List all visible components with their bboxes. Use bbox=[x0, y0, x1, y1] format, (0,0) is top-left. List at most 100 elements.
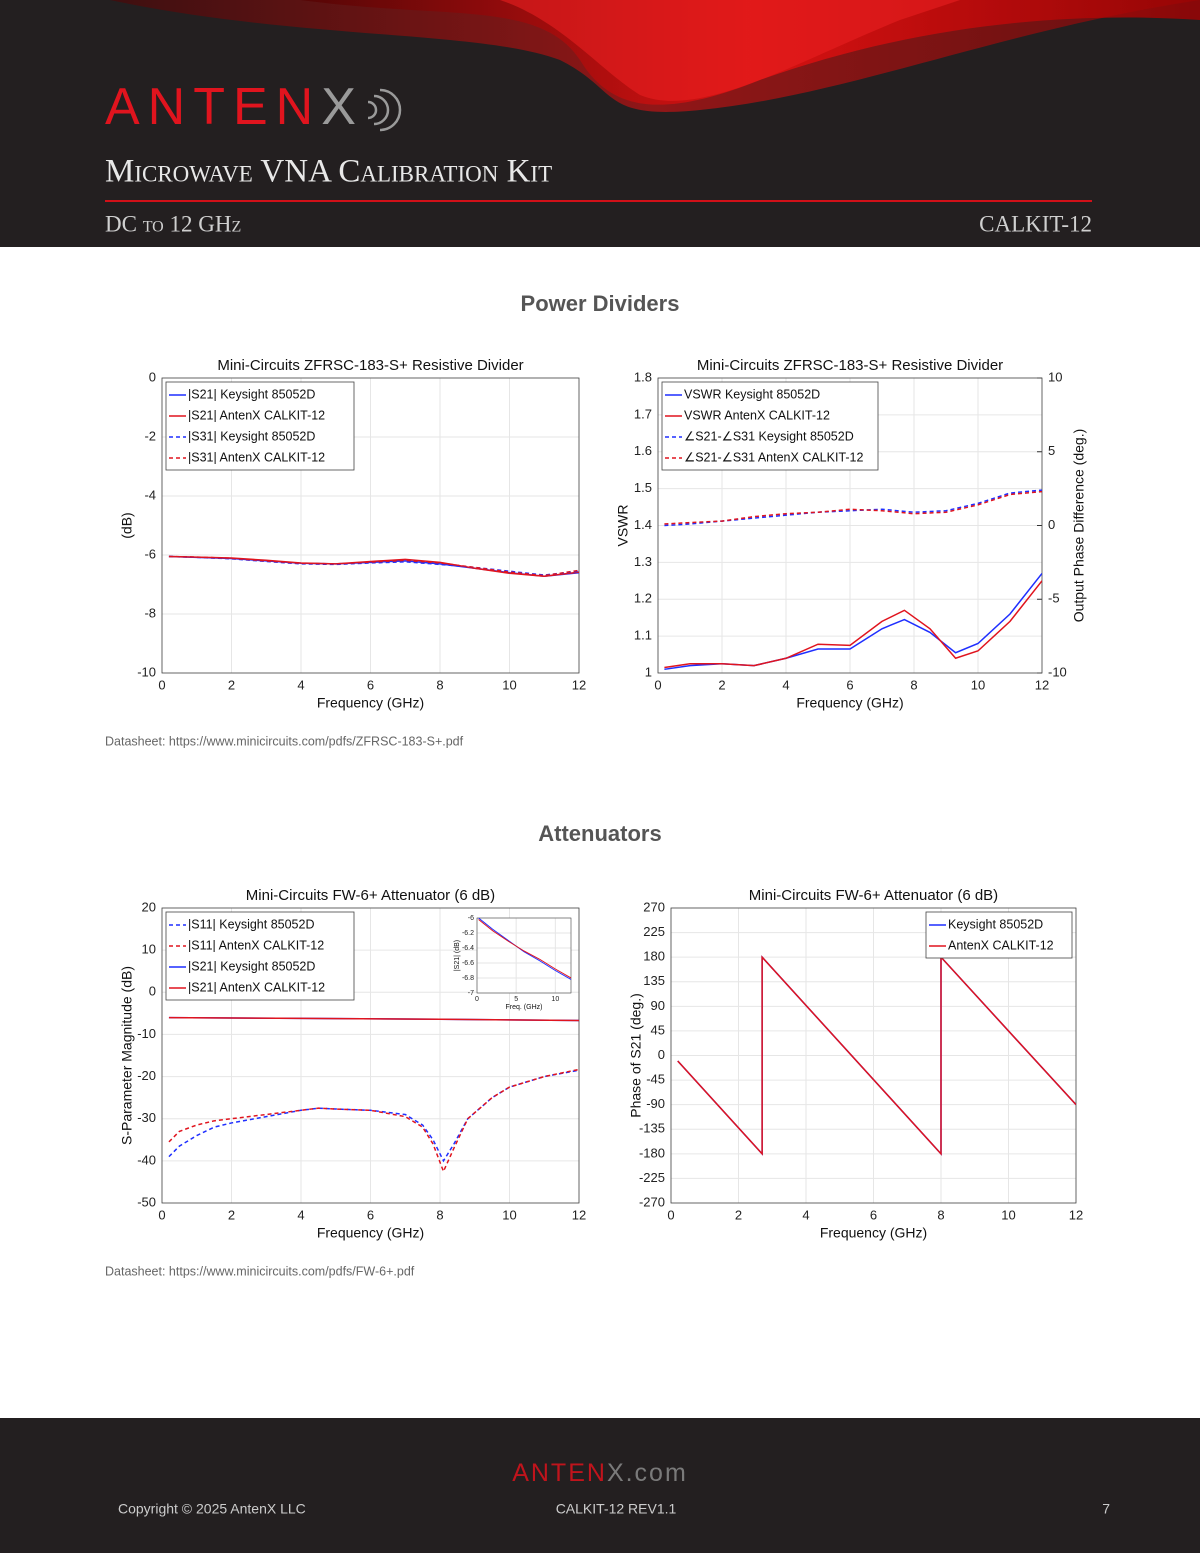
chart-title: Mini-Circuits FW-6+ Attenuator (6 dB) bbox=[246, 887, 495, 904]
y-axis-label: VSWR bbox=[615, 505, 631, 547]
y-tick-label: -50 bbox=[137, 1194, 156, 1209]
x-tick-label: 0 bbox=[475, 996, 479, 1003]
page-number: 7 bbox=[1102, 1501, 1110, 1517]
legend-label: ∠S21-∠S31 AntenX CALKIT-12 bbox=[684, 450, 864, 464]
brand-main: ANTEN bbox=[105, 78, 321, 136]
y-tick-label: -45 bbox=[646, 1072, 665, 1087]
y-tick-label: 1.1 bbox=[634, 628, 652, 643]
chart: 0 2 4 6 8 10 12 1 1.1 1.2 1.3 1.4 1.5 1.6 1.7 1.8 -10 -5 0… bbox=[615, 357, 1087, 711]
y-tick-label: 45 bbox=[651, 1022, 665, 1037]
doc-subtitle: DC to 12 GHz bbox=[105, 211, 241, 236]
y-tick-label: -40 bbox=[137, 1152, 156, 1167]
y2-tick-label: 5 bbox=[1048, 443, 1055, 458]
x-tick-label: 4 bbox=[802, 1207, 809, 1222]
y-tick-label: 1.8 bbox=[634, 369, 652, 384]
legend: |S11| Keysight 85052D |S11| AntenX CALKIT… bbox=[165, 911, 355, 1001]
legend-label: |S31| AntenX CALKIT-12 bbox=[188, 450, 325, 464]
legend-label: |S21| AntenX CALKIT-12 bbox=[188, 980, 325, 994]
x-tick-label: 6 bbox=[846, 677, 853, 692]
axes-frame bbox=[161, 907, 580, 1204]
data-line bbox=[168, 1068, 579, 1174]
y2-axis-label: Output Phase Difference (deg.) bbox=[1071, 429, 1087, 623]
data-line bbox=[168, 1016, 579, 1022]
site-main: ANTEN bbox=[512, 1459, 607, 1487]
x-tick-label: 0 bbox=[158, 1207, 165, 1222]
x-axis-label: Frequency (GHz) bbox=[317, 695, 424, 711]
x-tick-label: 6 bbox=[870, 1207, 877, 1222]
y-tick-label: -6 bbox=[468, 915, 474, 922]
y-tick-label: 225 bbox=[643, 924, 665, 939]
y-tick-label: 10 bbox=[142, 942, 156, 957]
legend-label: Keysight 85052D bbox=[948, 917, 1043, 931]
x-tick-label: 8 bbox=[436, 677, 443, 692]
legend: |S21| Keysight 85052D |S21| AntenX CALKIT… bbox=[165, 381, 355, 471]
y-tick-label: 0 bbox=[149, 369, 156, 384]
x-tick-label: 10 bbox=[1001, 1207, 1015, 1222]
axes-frame bbox=[161, 377, 580, 674]
y2-tick-label: 0 bbox=[1048, 517, 1055, 532]
y-tick-label: -6.8 bbox=[462, 975, 474, 982]
x-tick-label: 2 bbox=[228, 677, 235, 692]
brand-waves bbox=[367, 88, 402, 132]
brand-end: X bbox=[321, 78, 364, 136]
y-tick-label: 1.6 bbox=[634, 443, 652, 458]
data-line bbox=[168, 555, 579, 577]
y-tick-label: -2 bbox=[144, 428, 156, 443]
brand-logo: ANTENX bbox=[105, 78, 364, 136]
data-line bbox=[664, 490, 1042, 525]
x-tick-label: 2 bbox=[735, 1207, 742, 1222]
x-tick-label: 8 bbox=[937, 1207, 944, 1222]
legend-label: VSWR Keysight 85052D bbox=[684, 387, 820, 401]
legend-box bbox=[661, 381, 879, 471]
chart-title: Mini-Circuits ZFRSC-183-S+ Resistive Div… bbox=[697, 357, 1003, 374]
y-tick-label: 1.7 bbox=[634, 406, 652, 421]
y-tick-label: 270 bbox=[643, 899, 665, 914]
axes-frame bbox=[670, 907, 1077, 1204]
legend-label: |S21| AntenX CALKIT-12 bbox=[188, 408, 325, 422]
legend-box bbox=[925, 911, 1073, 959]
legend-box bbox=[165, 381, 355, 471]
legend: VSWR Keysight 85052D VSWR AntenX CALKIT-1… bbox=[661, 381, 879, 471]
chart: 0 2 4 6 8 10 12 -10 -8 -6 -4 -2 0 Mini-Circuits ZFRSC… bbox=[119, 357, 587, 711]
x-axis-label: Freq. (GHz) bbox=[506, 1004, 543, 1011]
x-tick-label: 10 bbox=[502, 1207, 516, 1222]
data-line bbox=[168, 1069, 579, 1163]
y-tick-label: 0 bbox=[658, 1047, 665, 1062]
x-axis-label: Frequency (GHz) bbox=[317, 1225, 424, 1241]
data-line bbox=[478, 919, 571, 979]
y-tick-label: -10 bbox=[137, 1026, 156, 1041]
y-tick-label: 180 bbox=[643, 949, 665, 964]
copyright: Copyright © 2025 AntenX LLC bbox=[118, 1501, 306, 1517]
y-tick-label: 1.3 bbox=[634, 554, 652, 569]
footer-band bbox=[0, 1418, 1200, 1553]
legend-label: |S31| Keysight 85052D bbox=[188, 429, 315, 443]
y-tick-label: 20 bbox=[142, 899, 156, 914]
y-tick-label: -270 bbox=[639, 1194, 665, 1209]
y-tick-label: -4 bbox=[144, 487, 156, 502]
axes-frame bbox=[476, 917, 572, 994]
y2-tick-label: -5 bbox=[1048, 591, 1060, 606]
legend-label: VSWR AntenX CALKIT-12 bbox=[684, 408, 830, 422]
x-tick-label: 6 bbox=[367, 1207, 374, 1222]
section-heading: Attenuators bbox=[538, 821, 661, 846]
part-number: CALKIT-12 bbox=[979, 211, 1092, 236]
y-tick-label: -10 bbox=[137, 664, 156, 679]
y-axis-label: S-Parameter Magnitude (dB) bbox=[119, 966, 135, 1145]
site-end: X.com bbox=[607, 1459, 688, 1487]
x-axis-label: Frequency (GHz) bbox=[796, 695, 903, 711]
legend: Keysight 85052D AntenX CALKIT-12 bbox=[925, 911, 1073, 959]
x-tick-label: 12 bbox=[572, 1207, 586, 1222]
y-tick-label: 135 bbox=[643, 973, 665, 988]
y2-tick-label: -10 bbox=[1048, 664, 1067, 679]
x-tick-label: 2 bbox=[718, 677, 725, 692]
x-tick-label: 4 bbox=[297, 1207, 304, 1222]
chart: 0 5 10 -7 -6.8 -6.6 -6.4 -6.2 -6 Freq. (GHz) |S21|… bbox=[454, 915, 572, 1011]
y-tick-label: -20 bbox=[137, 1068, 156, 1083]
chart-title: Mini-Circuits FW-6+ Attenuator (6 dB) bbox=[749, 887, 998, 904]
x-tick-label: 8 bbox=[436, 1207, 443, 1222]
data-line bbox=[664, 580, 1042, 669]
y-tick-label: 1.4 bbox=[634, 517, 652, 532]
y-tick-label: 1.5 bbox=[634, 480, 652, 495]
x-axis-label: Frequency (GHz) bbox=[820, 1225, 927, 1241]
